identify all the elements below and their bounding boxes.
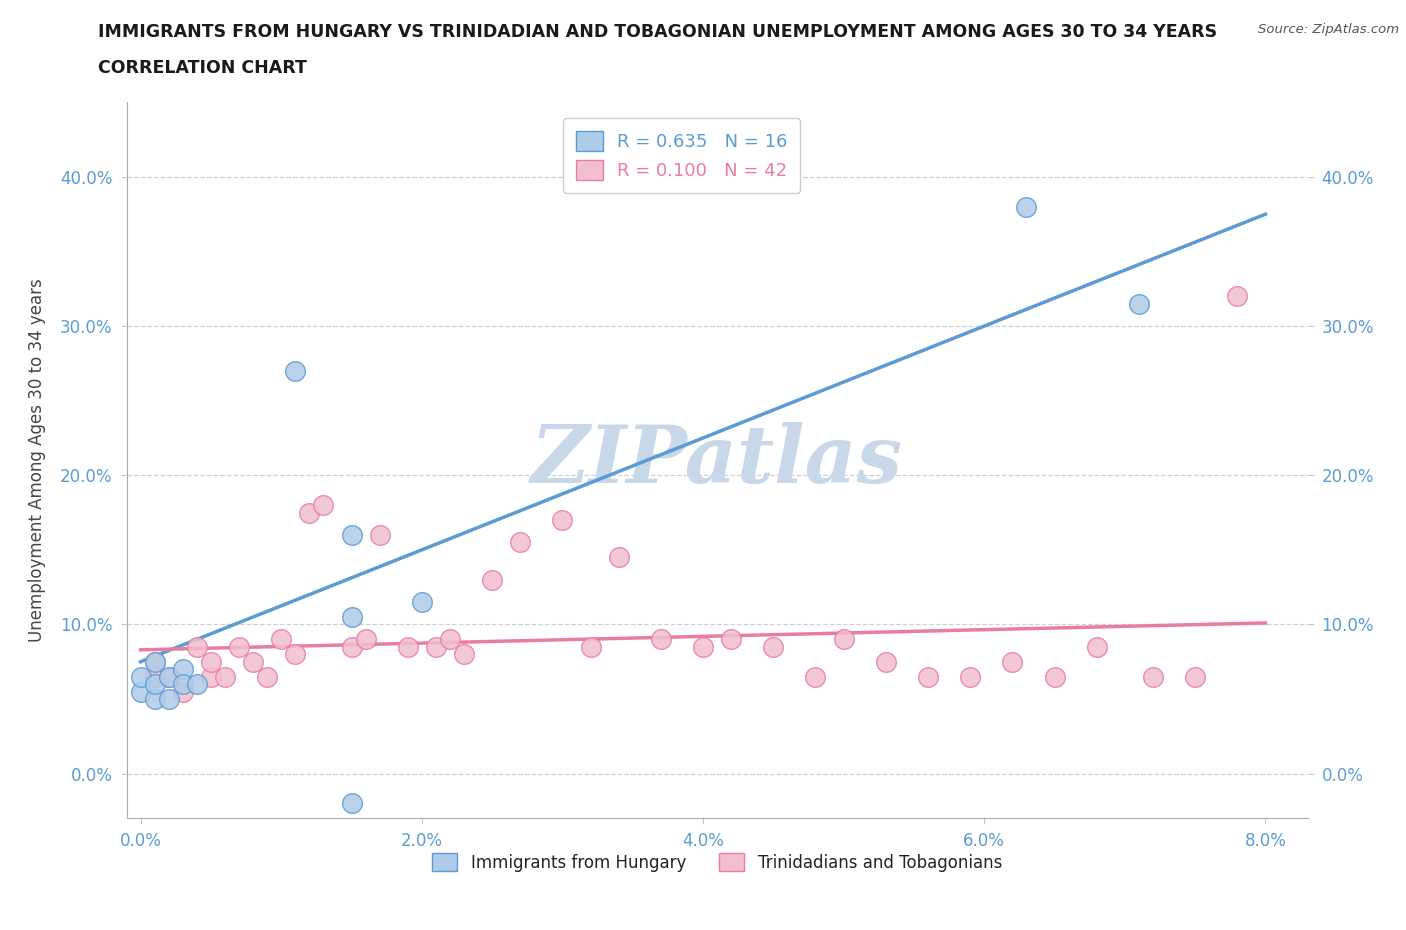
- Point: [439, 632, 461, 647]
- Point: [354, 632, 377, 647]
- Point: [284, 647, 307, 662]
- Point: [1001, 655, 1024, 670]
- Point: [186, 677, 208, 692]
- Point: [1142, 670, 1164, 684]
- Point: [692, 640, 714, 655]
- Point: [340, 640, 363, 655]
- Point: [129, 684, 152, 699]
- Point: [242, 655, 264, 670]
- Point: [579, 640, 602, 655]
- Point: [917, 670, 939, 684]
- Point: [720, 632, 742, 647]
- Point: [1015, 199, 1038, 214]
- Point: [1184, 670, 1206, 684]
- Point: [157, 670, 180, 684]
- Point: [875, 655, 897, 670]
- Point: [312, 498, 335, 512]
- Point: [340, 796, 363, 811]
- Point: [762, 640, 785, 655]
- Point: [186, 640, 208, 655]
- Point: [200, 670, 222, 684]
- Point: [157, 692, 180, 707]
- Text: ZIPatlas: ZIPatlas: [531, 421, 903, 499]
- Legend: Immigrants from Hungary, Trinidadians and Tobagonians: Immigrants from Hungary, Trinidadians an…: [422, 843, 1012, 882]
- Point: [143, 692, 166, 707]
- Text: CORRELATION CHART: CORRELATION CHART: [98, 59, 308, 76]
- Point: [256, 670, 278, 684]
- Point: [453, 647, 475, 662]
- Point: [411, 594, 433, 609]
- Point: [340, 527, 363, 542]
- Point: [172, 662, 194, 677]
- Point: [270, 632, 292, 647]
- Y-axis label: Unemployment Among Ages 30 to 34 years: Unemployment Among Ages 30 to 34 years: [28, 278, 46, 643]
- Point: [396, 640, 419, 655]
- Point: [959, 670, 981, 684]
- Point: [1128, 297, 1150, 312]
- Point: [509, 535, 531, 550]
- Point: [172, 684, 194, 699]
- Point: [143, 655, 166, 670]
- Point: [129, 670, 152, 684]
- Point: [228, 640, 250, 655]
- Point: [607, 550, 630, 565]
- Point: [1085, 640, 1108, 655]
- Point: [340, 609, 363, 624]
- Point: [298, 505, 321, 520]
- Point: [804, 670, 827, 684]
- Point: [425, 640, 447, 655]
- Point: [551, 512, 574, 527]
- Point: [200, 655, 222, 670]
- Point: [214, 670, 236, 684]
- Point: [143, 655, 166, 670]
- Point: [157, 670, 180, 684]
- Text: Source: ZipAtlas.com: Source: ZipAtlas.com: [1258, 23, 1399, 36]
- Point: [1043, 670, 1066, 684]
- Point: [481, 572, 503, 587]
- Text: IMMIGRANTS FROM HUNGARY VS TRINIDADIAN AND TOBAGONIAN UNEMPLOYMENT AMONG AGES 30: IMMIGRANTS FROM HUNGARY VS TRINIDADIAN A…: [98, 23, 1218, 41]
- Point: [172, 677, 194, 692]
- Point: [368, 527, 391, 542]
- Point: [832, 632, 855, 647]
- Point: [143, 677, 166, 692]
- Point: [650, 632, 672, 647]
- Point: [143, 670, 166, 684]
- Point: [284, 364, 307, 379]
- Point: [1226, 289, 1249, 304]
